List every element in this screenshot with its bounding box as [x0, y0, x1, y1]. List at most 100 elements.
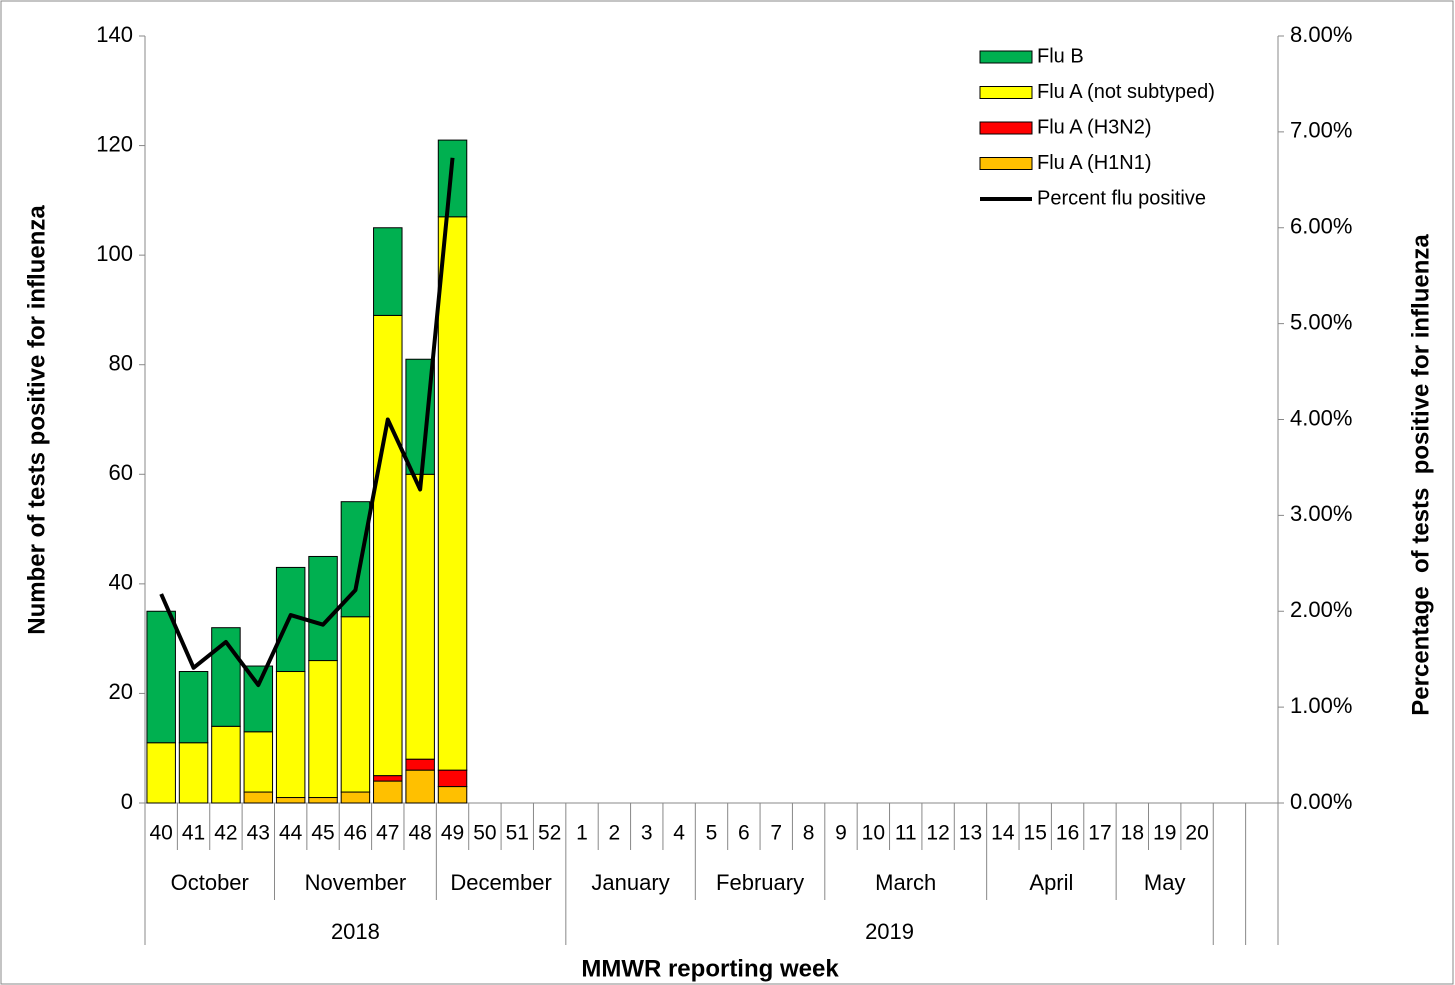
bar-segment: [437, 769, 468, 788]
month-label: February: [716, 870, 804, 895]
x-tick-label: 11: [895, 822, 917, 845]
legend-label: Flu A (H3N2): [1037, 116, 1151, 138]
bar-segment: [243, 791, 274, 804]
x-tick-label: 20: [1185, 822, 1208, 845]
legend-swatch: [979, 86, 1033, 99]
x-tick-label: 18: [1121, 822, 1144, 845]
y-axis-title: Number of tests positive for influenza: [23, 205, 50, 635]
bar-segment: [437, 139, 468, 218]
y-tick-label: 80: [109, 351, 133, 376]
x-tick-label: 41: [182, 822, 205, 845]
bar-segment: [275, 671, 306, 799]
x-tick-label: 2: [609, 822, 621, 845]
year-label: 2018: [331, 919, 380, 944]
legend-label: Flu B: [1037, 45, 1084, 67]
bar-segment: [373, 227, 403, 316]
bar-segment: [243, 665, 274, 733]
month-label: November: [305, 870, 406, 895]
y2-tick-label: 0.00%: [1290, 789, 1352, 814]
x-axis-title: MMWR reporting week: [581, 955, 839, 982]
x-tick-label: 16: [1056, 822, 1079, 845]
x-tick-label: 5: [706, 822, 718, 845]
bar-segment: [146, 742, 176, 804]
line-series: [159, 157, 455, 688]
y-tick-label: 100: [96, 241, 133, 266]
y2-axis-title: Percentage of tests positive for influen…: [1407, 234, 1434, 716]
x-tick-label: 43: [247, 822, 270, 845]
month-label: April: [1029, 870, 1073, 895]
bar-segment: [405, 473, 435, 760]
x-tick-label: 52: [538, 822, 561, 845]
y2-tick-label: 7.00%: [1290, 118, 1352, 143]
month-label: December: [450, 870, 551, 895]
bar-segment: [405, 758, 435, 771]
bar-segment: [373, 314, 403, 777]
bar-segment: [178, 671, 209, 744]
x-tick-label: 50: [473, 822, 496, 845]
x-tick-label: 6: [738, 822, 750, 845]
x-tick-label: 8: [803, 822, 815, 845]
x-tick-label: 9: [835, 822, 847, 845]
y-tick-label: 20: [109, 679, 133, 704]
bar-segment: [405, 769, 435, 804]
x-tick-label: 47: [376, 822, 399, 845]
y2-tick-label: 4.00%: [1290, 405, 1352, 430]
x-tick-label: 19: [1153, 822, 1176, 845]
x-tick-label: 13: [959, 822, 982, 845]
legend-swatch: [979, 50, 1033, 64]
x-tick-label: 10: [862, 822, 885, 845]
y-tick-label: 40: [109, 570, 133, 595]
x-tick-label: 15: [1024, 822, 1047, 845]
x-tick-label: 45: [311, 822, 334, 845]
legend-swatch: [979, 121, 1033, 135]
legend-swatch: [979, 157, 1033, 170]
bar-segment: [340, 791, 371, 804]
x-tick-label: 14: [991, 822, 1015, 845]
bar-segment: [340, 616, 371, 793]
month-label: January: [591, 870, 669, 895]
month-label: October: [171, 870, 249, 895]
x-tick-label: 48: [408, 822, 431, 845]
year-label: 2019: [865, 919, 914, 944]
legend-label: Flu A (not subtyped): [1037, 81, 1215, 103]
bar-segment: [437, 786, 468, 804]
y-tick-label: 140: [96, 22, 133, 47]
bar-segment: [308, 660, 338, 799]
bar-segment: [243, 731, 274, 793]
x-tick-label: 7: [770, 822, 782, 845]
month-label: March: [875, 870, 936, 895]
x-tick-label: 49: [441, 822, 464, 845]
x-tick-label: 51: [506, 822, 529, 845]
x-tick-label: 40: [150, 822, 173, 845]
x-tick-label: 4: [673, 822, 685, 845]
y-tick-label: 0: [121, 789, 133, 814]
y2-tick-label: 3.00%: [1290, 501, 1352, 526]
bar-segment: [373, 775, 403, 782]
bar-segment: [275, 797, 306, 804]
bar-segment: [373, 780, 403, 804]
x-tick-label: 12: [926, 822, 949, 845]
bar-segment: [178, 742, 209, 804]
y2-tick-label: 1.00%: [1290, 693, 1352, 718]
y-tick-label: 120: [96, 131, 133, 156]
x-tick-label: 44: [279, 822, 303, 845]
bar-segment: [211, 725, 241, 804]
bar-segment: [308, 555, 338, 662]
legend-label: Flu A (H1N1): [1037, 152, 1151, 174]
y-tick-label: 60: [109, 460, 133, 485]
y2-tick-label: 2.00%: [1290, 597, 1352, 622]
bar-segment: [146, 610, 176, 744]
x-tick-label: 46: [344, 822, 367, 845]
legend-label: Percent flu positive: [1037, 187, 1206, 209]
x-tick-label: 42: [214, 822, 237, 845]
x-tick-label: 17: [1088, 822, 1111, 845]
x-tick-label: 3: [641, 822, 653, 845]
y2-tick-label: 8.00%: [1290, 22, 1352, 47]
bar-segment: [308, 797, 338, 804]
month-label: May: [1144, 870, 1186, 895]
x-tick-label: 1: [576, 822, 588, 845]
y2-tick-label: 6.00%: [1290, 214, 1352, 239]
